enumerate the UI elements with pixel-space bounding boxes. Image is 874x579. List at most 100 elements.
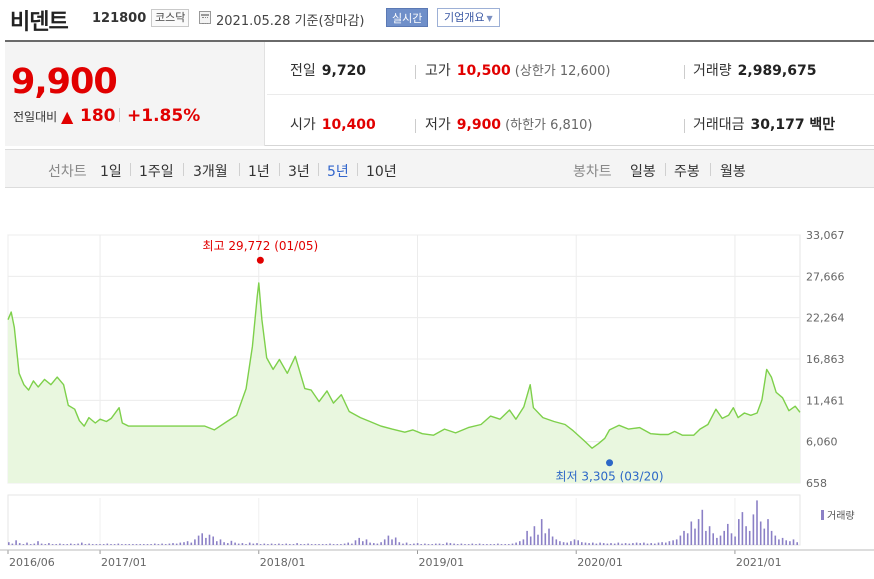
company-overview-label: 기업개요 [444, 11, 485, 24]
candle-chart-title: 봉차트 [573, 164, 612, 180]
stock-code: 121800 [92, 11, 147, 26]
volume-bar [48, 543, 50, 545]
volume-bar [738, 519, 740, 545]
volume-value: 2,989,675 [737, 63, 817, 79]
volume-bar [164, 544, 167, 545]
volume-bar [763, 528, 766, 545]
volume: 거래량 2,989,675 [693, 60, 816, 80]
volume-bar [778, 539, 780, 545]
volume-bar [51, 544, 54, 545]
volume-bar [566, 542, 568, 545]
open-value: 10,400 [321, 117, 376, 133]
volume-bar [697, 519, 700, 545]
x-tick-label: 2020/01 [577, 556, 623, 569]
volume-bar [475, 544, 477, 545]
volume-bar [489, 544, 492, 545]
volume-bar [427, 544, 430, 545]
candle-daily[interactable]: 일봉 [630, 164, 656, 180]
volume-bar [424, 543, 426, 545]
period-bar: 선차트 1일 1주일 3개월 1년 3년 5년 10년 봉차트 일봉 주봉 월봉 [5, 149, 874, 188]
volume-bar [460, 543, 463, 545]
x-tick-label: 2016/06 [9, 556, 55, 569]
candle-weekly[interactable]: 주봉 [674, 164, 700, 180]
volume-bar [106, 543, 109, 545]
y-tick-label: 16,863 [806, 353, 845, 366]
period-3m[interactable]: 3개월 [193, 164, 228, 180]
volume-bar [449, 543, 452, 545]
volume-bar [478, 543, 481, 545]
volume-bar [416, 543, 419, 545]
volume-bar [143, 544, 145, 545]
volume-bar [369, 542, 371, 545]
volume-bar [245, 544, 247, 545]
volume-bar [756, 500, 758, 545]
period-3y[interactable]: 3년 [288, 164, 310, 180]
high-value: 10,500 [456, 63, 511, 79]
period-1d[interactable]: 1일 [100, 164, 122, 180]
volume-bar [592, 542, 594, 545]
chart-axes: 33,067 27,666 22,264 16,863 11,461 6,060 658 20… [0, 229, 874, 569]
change-row: 전일대비 ▲ 180 +1.85% [13, 106, 200, 126]
volume-bar [11, 543, 14, 545]
volume-bar [504, 544, 506, 545]
volume-bar [8, 542, 10, 545]
volume-bar [409, 544, 412, 545]
period-10y[interactable]: 10년 [366, 164, 397, 180]
period-1y[interactable]: 1년 [248, 164, 270, 180]
divider [239, 163, 240, 176]
volume-bar [464, 544, 466, 545]
volume-bar [179, 542, 182, 545]
prev-close: 전일 9,720 [290, 60, 366, 80]
volume-bar [168, 543, 171, 545]
volume-bar [767, 519, 769, 545]
volume-bar [175, 543, 178, 545]
volume-bar [500, 544, 503, 545]
y-tick-label: 658 [806, 477, 827, 490]
volume-bar [172, 543, 174, 545]
candle-monthly[interactable]: 월봉 [720, 164, 746, 180]
volume-bar [55, 544, 57, 545]
volume-bar [278, 543, 280, 545]
high-price: 고가 10,500 (상한가 12,600) [425, 60, 610, 80]
volume-bar [719, 535, 722, 545]
low-price: 저가 9,900 (하한가 6,810) [425, 114, 592, 134]
volume-bar [657, 542, 660, 545]
volume-bar [113, 544, 116, 545]
volume-bar [551, 536, 554, 545]
volume-bar [398, 542, 401, 545]
chart-grid [7, 234, 801, 546]
divider [665, 163, 666, 176]
volume-bar [157, 544, 160, 545]
volume-bar [770, 530, 773, 545]
company-overview-button[interactable]: 기업개요 ▼ [437, 8, 500, 27]
volume-bar [270, 543, 273, 545]
volume-bar [683, 530, 685, 545]
prev-close-value: 9,720 [321, 63, 367, 79]
divider [415, 65, 416, 79]
volume-bar [515, 542, 517, 545]
period-5y[interactable]: 5년 [327, 164, 349, 180]
volume-bar [223, 542, 225, 545]
volume-bar [73, 544, 76, 545]
price-area-fill [8, 283, 800, 483]
calendar-icon [199, 11, 211, 24]
low-label: 저가 [425, 117, 451, 133]
volume-bar [628, 543, 631, 545]
open-label: 시가 [290, 117, 316, 133]
volume-bar [22, 544, 25, 545]
period-1w[interactable]: 1주일 [139, 164, 174, 180]
volume-bar [373, 543, 375, 545]
volume-bar [146, 544, 149, 545]
volume-bar [526, 530, 528, 545]
volume-bar [248, 542, 251, 545]
y-tick-label: 33,067 [806, 229, 845, 242]
realtime-button[interactable]: 실시간 [386, 8, 429, 27]
volume-bar [15, 540, 17, 545]
volume-bar [62, 544, 65, 545]
volume-bar [540, 519, 543, 545]
volume-bar [588, 543, 590, 545]
volume-bar [208, 534, 211, 545]
volume-bar [263, 543, 266, 545]
volume-bar [259, 544, 262, 545]
volume-bar [555, 539, 558, 545]
